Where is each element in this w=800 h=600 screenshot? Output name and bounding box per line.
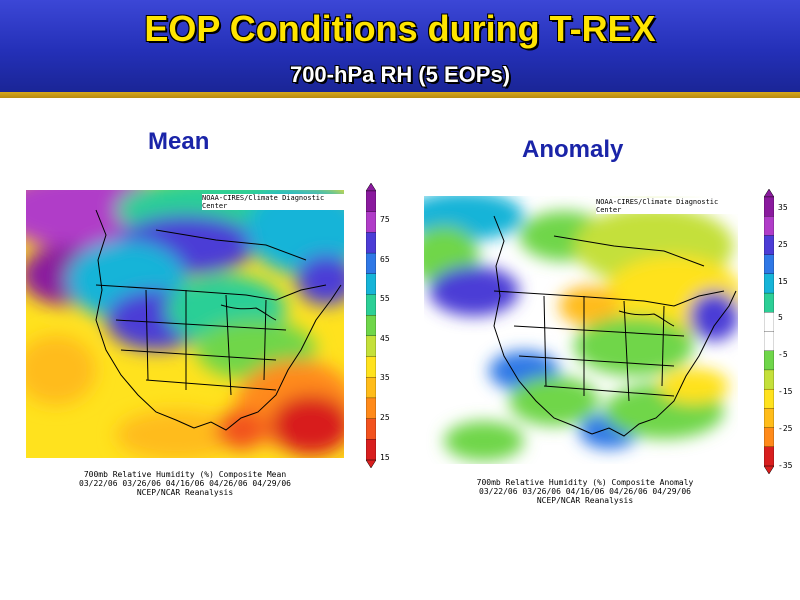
mean-panel-title: Mean bbox=[148, 128, 210, 155]
mean-colorbar-top-arrow bbox=[366, 183, 376, 192]
anomaly-map-graphic bbox=[424, 196, 738, 464]
anomaly-colorbar-cell bbox=[764, 350, 774, 371]
mean-colorbar-cell bbox=[366, 377, 376, 399]
mean-map-credit: NOAA-CIRES/Climate Diagnostic Center bbox=[202, 194, 344, 210]
anomaly-colorbar-cell bbox=[764, 388, 774, 410]
mean-colorbar-tick: 75 bbox=[380, 215, 390, 224]
mean-colorbar-cell bbox=[366, 315, 376, 337]
mean-colorbar-tick: 25 bbox=[380, 413, 390, 422]
anomaly-colorbar-tick: -25 bbox=[778, 423, 793, 433]
anomaly-colorbar-bottom-arrow bbox=[764, 465, 774, 474]
slide-subtitle: 700-hPa RH (5 EOPs) bbox=[289, 62, 511, 87]
mean-caption-line3: NCEP/NCAR Reanalysis bbox=[136, 488, 234, 497]
mean-rh-map: NOAA-CIRES/Climate Diagnostic Center bbox=[26, 190, 344, 458]
mean-map-borders bbox=[95, 209, 342, 431]
mean-caption-line2: 03/22/06 03/26/06 04/16/06 04/26/06 04/2… bbox=[79, 479, 291, 488]
anomaly-caption: 700mb Relative Humidity (%) Composite An… bbox=[440, 478, 730, 505]
mean-colorbar-tick: 45 bbox=[380, 333, 390, 343]
slide-title: EOP Conditions during T-REX bbox=[144, 8, 656, 49]
mean-colorbar-cell bbox=[366, 418, 376, 440]
mean-colorbar-tick: 15 bbox=[380, 452, 390, 462]
anomaly-colorbar-cell bbox=[764, 369, 774, 390]
mean-colorbar-cell bbox=[366, 294, 376, 316]
mean-colorbar-cell bbox=[366, 335, 376, 358]
anomaly-colorbar-cell bbox=[764, 196, 774, 217]
mean-colorbar-bottom-arrow bbox=[366, 459, 376, 468]
anomaly-colorbar-cell bbox=[764, 292, 774, 313]
mean-map-graphic bbox=[26, 190, 344, 458]
anomaly-colorbar-tick: -5 bbox=[778, 350, 788, 360]
anomaly-colorbar-tick: 35 bbox=[778, 203, 788, 212]
anomaly-colorbar-cell bbox=[764, 216, 774, 237]
anomaly-colorbar-cell bbox=[764, 446, 774, 467]
mean-colorbar-cell bbox=[366, 232, 376, 254]
anomaly-colorbar-cell bbox=[764, 312, 774, 333]
anomaly-colorbar-cell bbox=[764, 331, 774, 352]
anomaly-colorbar-tick: 15 bbox=[778, 276, 788, 286]
anomaly-panel-title: Anomaly bbox=[522, 136, 624, 163]
anomaly-colorbar-tick: 5 bbox=[778, 313, 783, 323]
slide-header bbox=[0, 0, 800, 92]
mean-caption: 700mb Relative Humidity (%) Composite Me… bbox=[40, 470, 330, 497]
anomaly-colorbar-top-arrow bbox=[764, 189, 774, 198]
anomaly-colorbar bbox=[764, 189, 774, 474]
mean-colorbar-cell bbox=[366, 252, 376, 275]
mean-colorbar-tick: 35 bbox=[380, 373, 390, 383]
mean-colorbar-cell bbox=[366, 356, 376, 378]
header-divider bbox=[0, 92, 800, 98]
anomaly-rh-map: NOAA-CIRES/Climate Diagnostic Center bbox=[424, 196, 738, 464]
anomaly-colorbar-cell bbox=[764, 427, 774, 448]
mean-colorbar-cell bbox=[366, 397, 376, 420]
anomaly-colorbar-tick: -35 bbox=[778, 460, 793, 470]
mean-caption-line1: 700mb Relative Humidity (%) Composite Me… bbox=[83, 470, 287, 479]
mean-colorbar-tick: 65 bbox=[380, 254, 390, 264]
anomaly-colorbar-cell bbox=[764, 408, 774, 429]
mean-colorbar-tick: 55 bbox=[380, 294, 390, 304]
mean-colorbar bbox=[366, 183, 376, 468]
anomaly-colorbar-tick: 25 bbox=[778, 239, 788, 249]
anomaly-colorbar-cell bbox=[764, 254, 774, 275]
anomaly-colorbar-tick: -15 bbox=[778, 387, 793, 396]
anomaly-caption-line2: 03/22/06 03/26/06 04/16/06 04/26/06 04/2… bbox=[479, 487, 691, 496]
anomaly-map-credit: NOAA-CIRES/Climate Diagnostic Center bbox=[596, 198, 738, 214]
anomaly-colorbar-cell bbox=[764, 235, 774, 256]
anomaly-map-borders bbox=[493, 215, 737, 437]
mean-colorbar-cell bbox=[366, 190, 376, 213]
mean-colorbar-cell bbox=[366, 439, 376, 461]
anomaly-caption-line3: NCEP/NCAR Reanalysis bbox=[536, 496, 634, 505]
anomaly-caption-line1: 700mb Relative Humidity (%) Composite An… bbox=[476, 478, 694, 487]
anomaly-colorbar-cell bbox=[764, 273, 774, 294]
mean-colorbar-cell bbox=[366, 211, 376, 234]
mean-colorbar-cell bbox=[366, 273, 376, 296]
